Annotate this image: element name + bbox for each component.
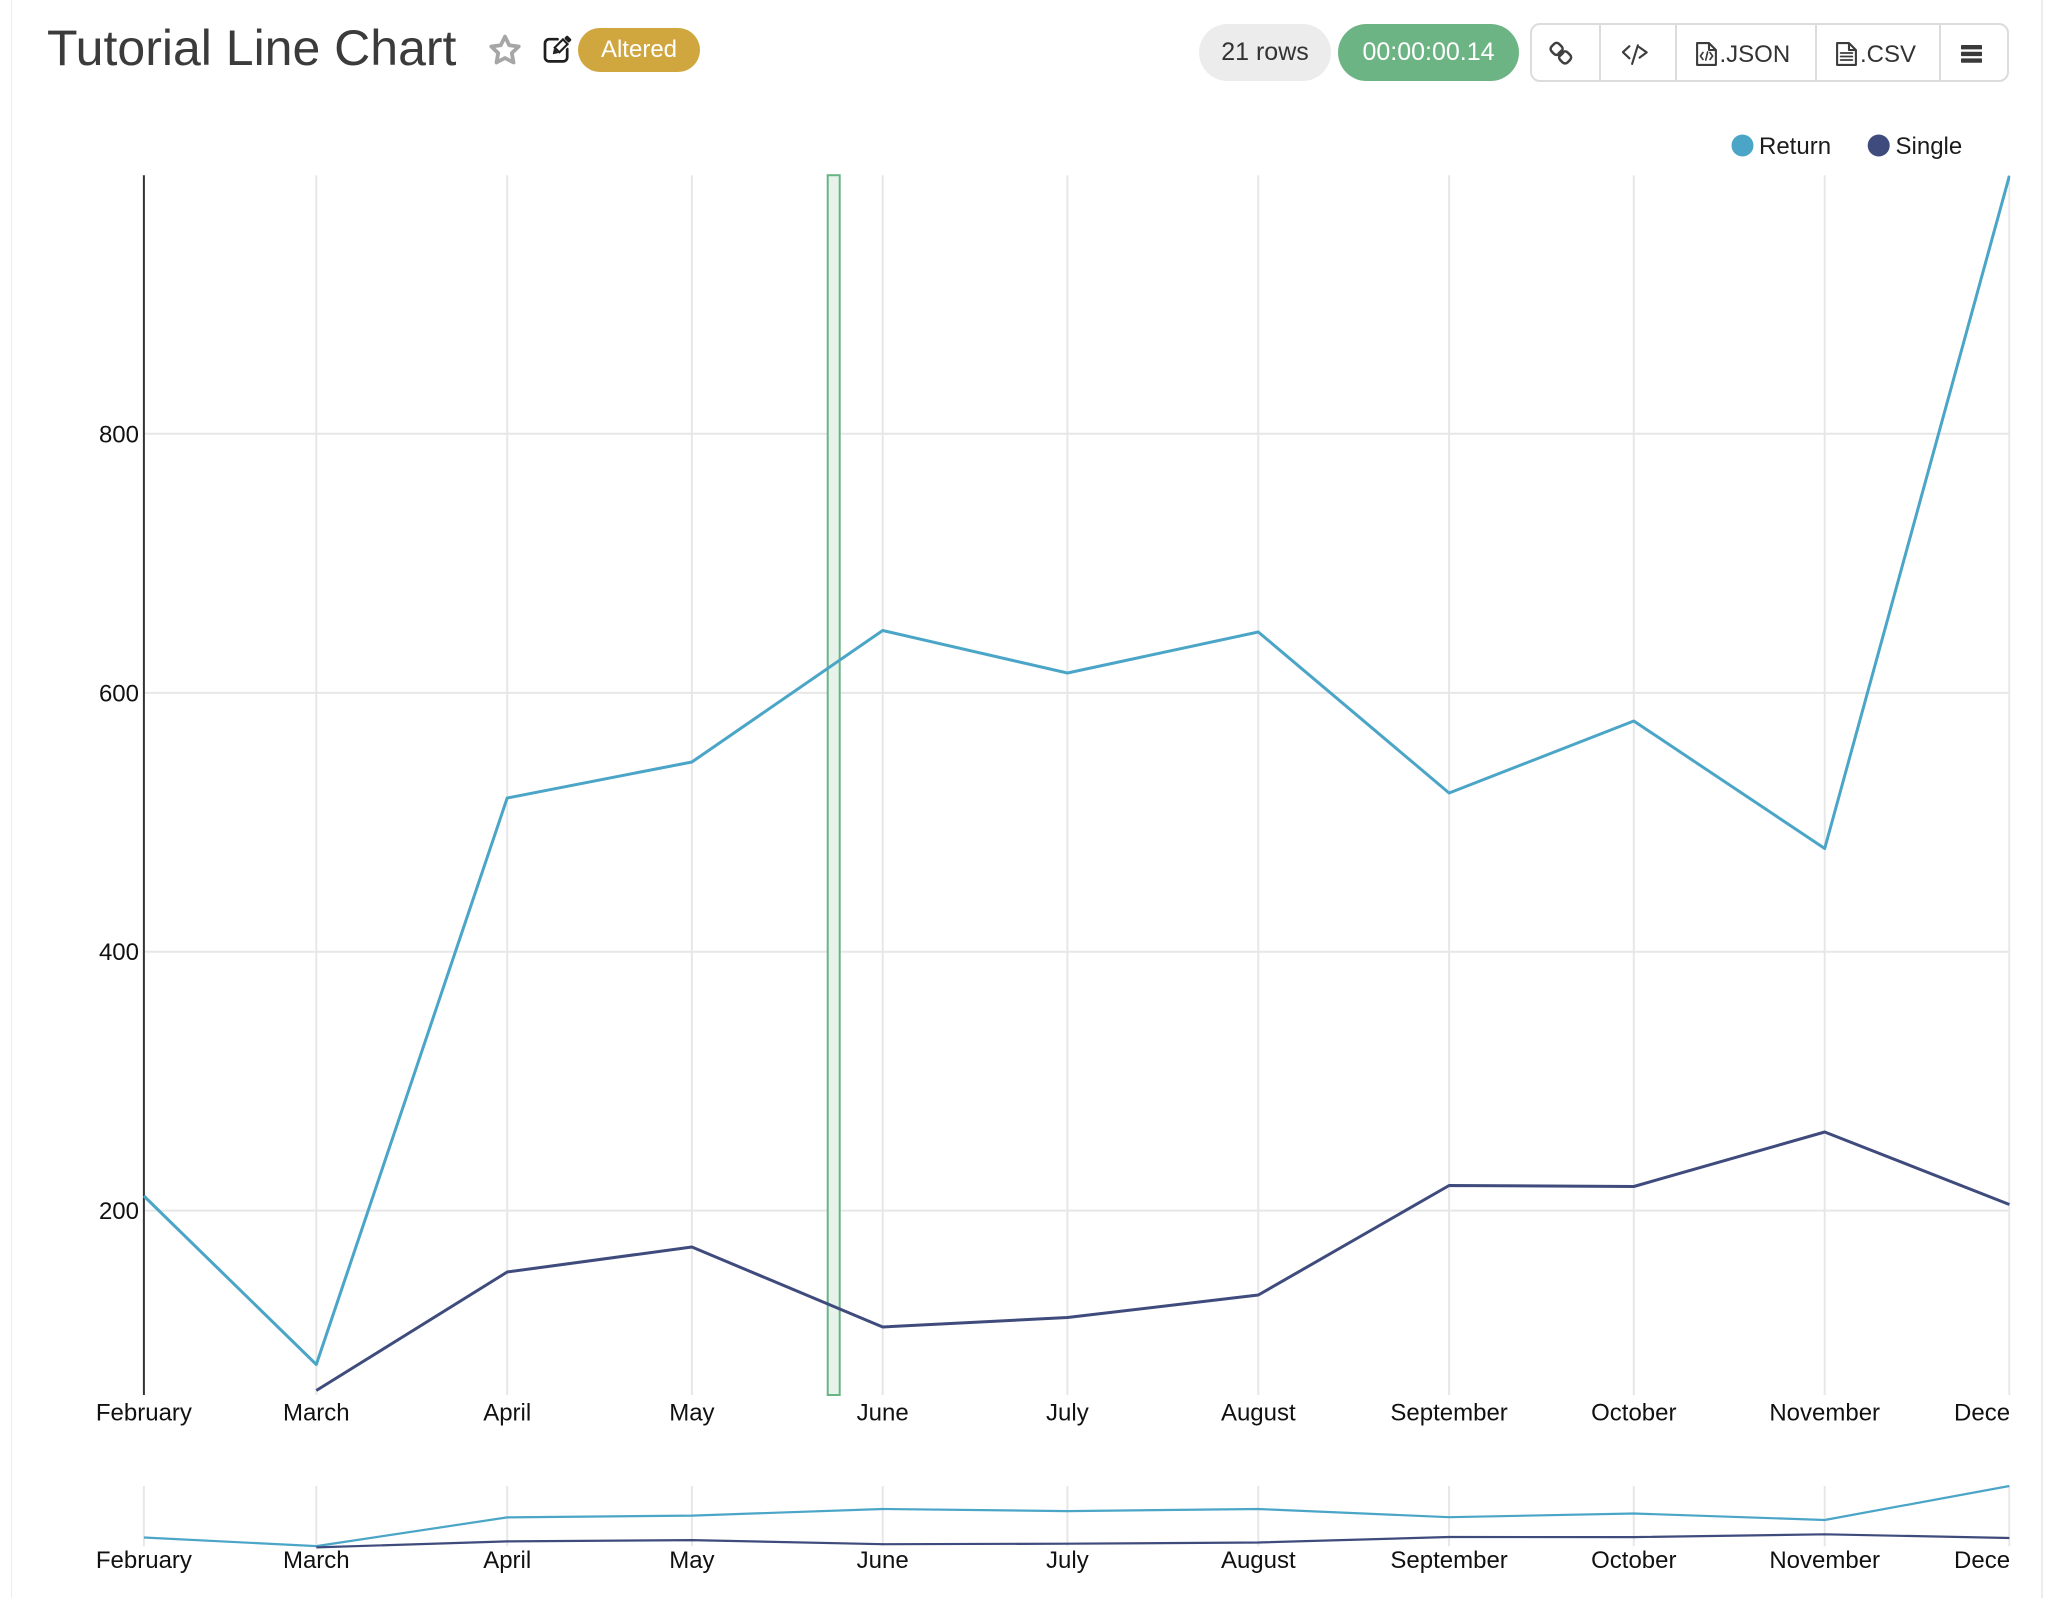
svg-text:Single: Single xyxy=(1896,133,1963,160)
svg-text:October: October xyxy=(1591,1547,1676,1574)
svg-text:March: March xyxy=(283,1399,350,1426)
svg-text:May: May xyxy=(669,1547,714,1574)
svg-text:March: March xyxy=(283,1547,350,1574)
svg-text:June: June xyxy=(857,1547,909,1574)
svg-text:600: 600 xyxy=(99,680,139,707)
svg-text:Return: Return xyxy=(1759,133,1831,160)
svg-text:July: July xyxy=(1046,1399,1089,1426)
svg-text:October: October xyxy=(1591,1399,1676,1426)
svg-text:400: 400 xyxy=(99,939,139,966)
svg-text:August: August xyxy=(1221,1399,1296,1426)
svg-text:November: November xyxy=(1769,1547,1880,1574)
svg-text:April: April xyxy=(483,1547,531,1574)
svg-text:February: February xyxy=(96,1399,192,1426)
svg-text:December: December xyxy=(1954,1547,2050,1574)
svg-text:September: September xyxy=(1390,1547,1507,1574)
svg-text:August: August xyxy=(1221,1547,1296,1574)
svg-text:May: May xyxy=(669,1399,714,1426)
svg-text:November: November xyxy=(1769,1399,1880,1426)
svg-text:September: September xyxy=(1390,1399,1507,1426)
svg-text:200: 200 xyxy=(99,1198,139,1225)
svg-text:June: June xyxy=(857,1399,909,1426)
svg-text:February: February xyxy=(96,1547,192,1574)
svg-text:July: July xyxy=(1046,1547,1089,1574)
svg-text:April: April xyxy=(483,1399,531,1426)
svg-text:800: 800 xyxy=(99,421,139,448)
svg-text:December: December xyxy=(1954,1399,2050,1426)
